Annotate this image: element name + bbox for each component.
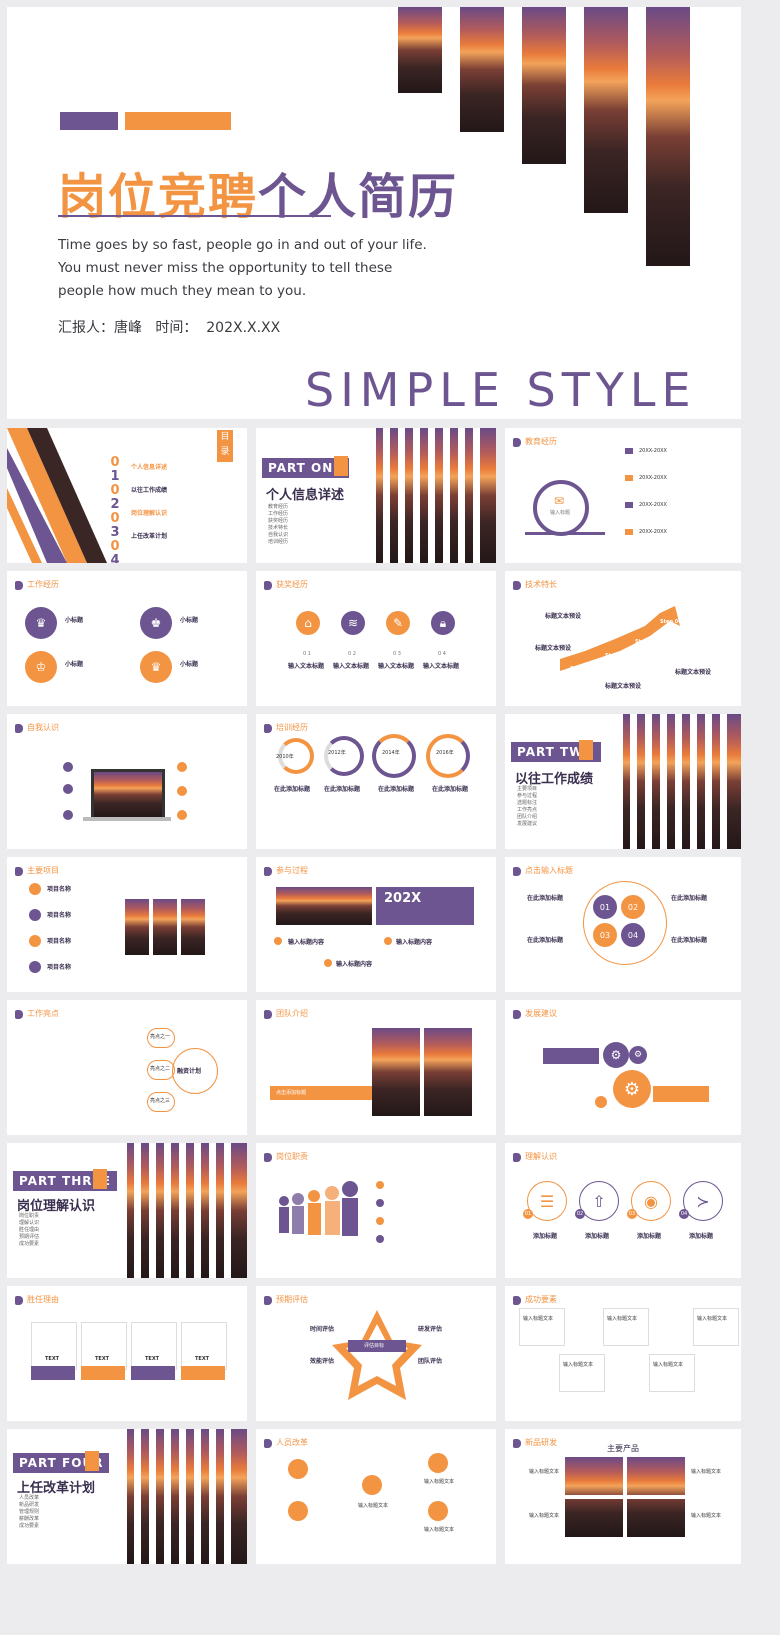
edu-item (625, 448, 633, 454)
part-title: 岗位理解认识 (17, 1199, 96, 1214)
crown-icon: ♛ (140, 651, 172, 683)
toc-bars-graphic (7, 428, 107, 563)
work-slide[interactable]: 工作经历 ♛ 小标题 ♚ 小标题 ♔ 小标题 ♛ 小标题 (7, 571, 247, 706)
photo-strip (398, 7, 442, 93)
edu-base-line (525, 532, 605, 535)
duty-slide[interactable]: 岗位职责 (256, 1143, 496, 1278)
gear-icon: ⚙ (613, 1070, 651, 1108)
staff-slide[interactable]: 人员改革 输入标题文本 输入标题文本 输入标题文本 (256, 1429, 496, 1564)
success-slide[interactable]: 成功要素 输入标题文本 输入标题文本 输入标题文本 输入标题文本 输入标题文本 (505, 1286, 741, 1421)
laptop-base (83, 817, 171, 821)
part-four-slide[interactable]: PART FOUR 上任改革计划 人员改革 新品研发 管理规则 薪酬改革 成功要素 (7, 1429, 247, 1564)
toc-item[interactable]: 岗位理解认识 (131, 510, 168, 517)
photo-strip (646, 7, 690, 266)
understand-slide[interactable]: 理解认识 ☰ ⇧ ◉ ≻ 01 02 03 04 添加标题 添加标题 添加标题 … (505, 1143, 741, 1278)
title-underline (58, 215, 331, 217)
crown-icon: ♔ (25, 651, 57, 683)
lock-icon: 🔒︎ (431, 611, 455, 635)
ring (426, 734, 470, 778)
award-slide[interactable]: 获奖经历 ⌂ ≋ ✎ 🔒︎ 0 1 0 2 0 3 0 4 输入文本标题 输入文… (256, 571, 496, 706)
home-icon: ⌂ (296, 611, 320, 635)
team-slide[interactable]: 团队介绍 点击添加标题 (256, 1000, 496, 1135)
photo-strip (584, 7, 628, 213)
orange-bar (125, 112, 231, 130)
edu-item (625, 475, 633, 481)
toc-item[interactable]: 个人信息详述 (131, 464, 168, 471)
gear-icon: ⚙ (629, 1046, 647, 1064)
toc-item[interactable]: 上任改革计划 (131, 533, 168, 540)
train-slide[interactable]: 培训经历 2010年 2012年 2014年 2016年 在此添加标题 在此添加… (256, 714, 496, 849)
process-slide[interactable]: 参与过程 202X 输入标题内容 输入标题内容 输入标题内容 (256, 857, 496, 992)
edu-center-label: 输入标题 (550, 510, 571, 516)
skill-slide[interactable]: 技术特长 Step 01 Step 02 Step 03 Step 04 标题文… (505, 571, 741, 706)
menu-icon: ☰ (527, 1181, 567, 1221)
part-two-slide[interactable]: PART TWO 以往工作成绩 主要项目 参与过程 选题标注 工作亮点 团队介绍 发展建… (505, 714, 741, 849)
part-label: PART THREE (13, 1171, 117, 1191)
purple-bar (60, 112, 118, 130)
people-graphic (279, 1181, 358, 1236)
simple-style: SIMPLE STYLE (305, 363, 697, 417)
topic-slide[interactable]: 点击输入标题 01 02 03 04 在此添加标题 在此添加标题 在此添加标题 … (505, 857, 741, 992)
part-list: 教育经历 工作经历 获奖经历 技术特长 自我认识 培训经历 (268, 504, 289, 545)
part-label: PART ONE (262, 458, 349, 478)
part-list: 主要项目 参与过程 选题标注 工作亮点 团队介绍 发展建议 (517, 786, 538, 827)
part-one-slide[interactable]: PART ONE 个人信息详述 教育经历 工作经历 获奖经历 技术特长 自我认识 培训经… (256, 428, 496, 563)
photo-strip (460, 7, 504, 132)
edu-item (625, 502, 633, 508)
part-label: PART TWO (511, 742, 601, 762)
layers-icon: ≋ (341, 611, 365, 635)
part-title: 上任改革计划 (17, 1481, 96, 1496)
highlight-slide[interactable]: 工作亮点 融资计划 亮点之一 亮点之二 亮点之三 (7, 1000, 247, 1135)
laptop-screen (91, 769, 165, 820)
part-square (579, 740, 593, 760)
product-slide[interactable]: 新品研发 主要产品 输入标题文本 输入标题文本 输入标题文本 输入标题文本 (505, 1429, 741, 1564)
expect-slide[interactable]: 预期评估 评估目标 时间评估 研发评估 效能评估 团队评估 (256, 1286, 496, 1421)
crown-icon: ♚ (140, 607, 172, 639)
part-three-slide[interactable]: PART THREE 岗位理解认识 岗位职责 理解认识 胜任理由 预期评估 成功要素 (7, 1143, 247, 1278)
ring (324, 736, 364, 776)
ring (372, 734, 416, 778)
star-graphic (332, 1310, 422, 1400)
gear-icon: ⚙ (603, 1042, 629, 1068)
chat-icon: ✎ (386, 611, 410, 635)
ring (278, 738, 314, 774)
cover-body: Time goes by so fast, people go in and o… (58, 237, 427, 299)
edu-item (625, 529, 633, 535)
toc-item[interactable]: 以往工作成绩 (131, 487, 168, 494)
part-square (93, 1169, 107, 1189)
database-icon: ◉ (631, 1181, 671, 1221)
part-list: 人员改革 新品研发 管理规则 薪酬改革 成功要素 (19, 1495, 40, 1529)
project-slide[interactable]: 主要项目 项目名称 项目名称 项目名称 项目名称 (7, 857, 247, 992)
dev-slide[interactable]: 发展建议 ⚙ ⚙ ⚙ (505, 1000, 741, 1135)
skill-arrow-graphic (560, 606, 680, 671)
part-square (85, 1451, 99, 1471)
mail-icon: ✉ (554, 494, 565, 508)
part-list: 岗位职责 理解认识 胜任理由 预期评估 成功要素 (19, 1213, 40, 1247)
rocket-icon: ⇧ (579, 1181, 619, 1221)
fish-icon: ≻ (683, 1181, 723, 1221)
cover-slide[interactable]: 岗位竞聘个人简历 Time goes by so fast, people go… (7, 7, 741, 419)
crown-icon: ♛ (25, 607, 57, 639)
year-box (376, 887, 474, 925)
toc-badge: 目录 (217, 430, 233, 462)
cover-meta: 汇报人：唐峰 时间： 202X.X.XX (58, 320, 281, 336)
photo-strip (522, 7, 566, 164)
part-title: 个人信息详述 (266, 488, 345, 503)
edu-slide[interactable]: 教育经历 ✉ 输入标题 20XX-20XX 20XX-20XX 20XX-20X… (505, 428, 741, 563)
edu-circle (533, 480, 589, 536)
part-title: 以往工作成绩 (515, 772, 594, 787)
reason-slide[interactable]: 胜任理由 TEXT TEXT TEXT TEXT (7, 1286, 247, 1421)
self-slide[interactable]: 自我认识 (7, 714, 247, 849)
part-square (334, 456, 348, 476)
slide-header: 教育经历 (513, 436, 557, 447)
